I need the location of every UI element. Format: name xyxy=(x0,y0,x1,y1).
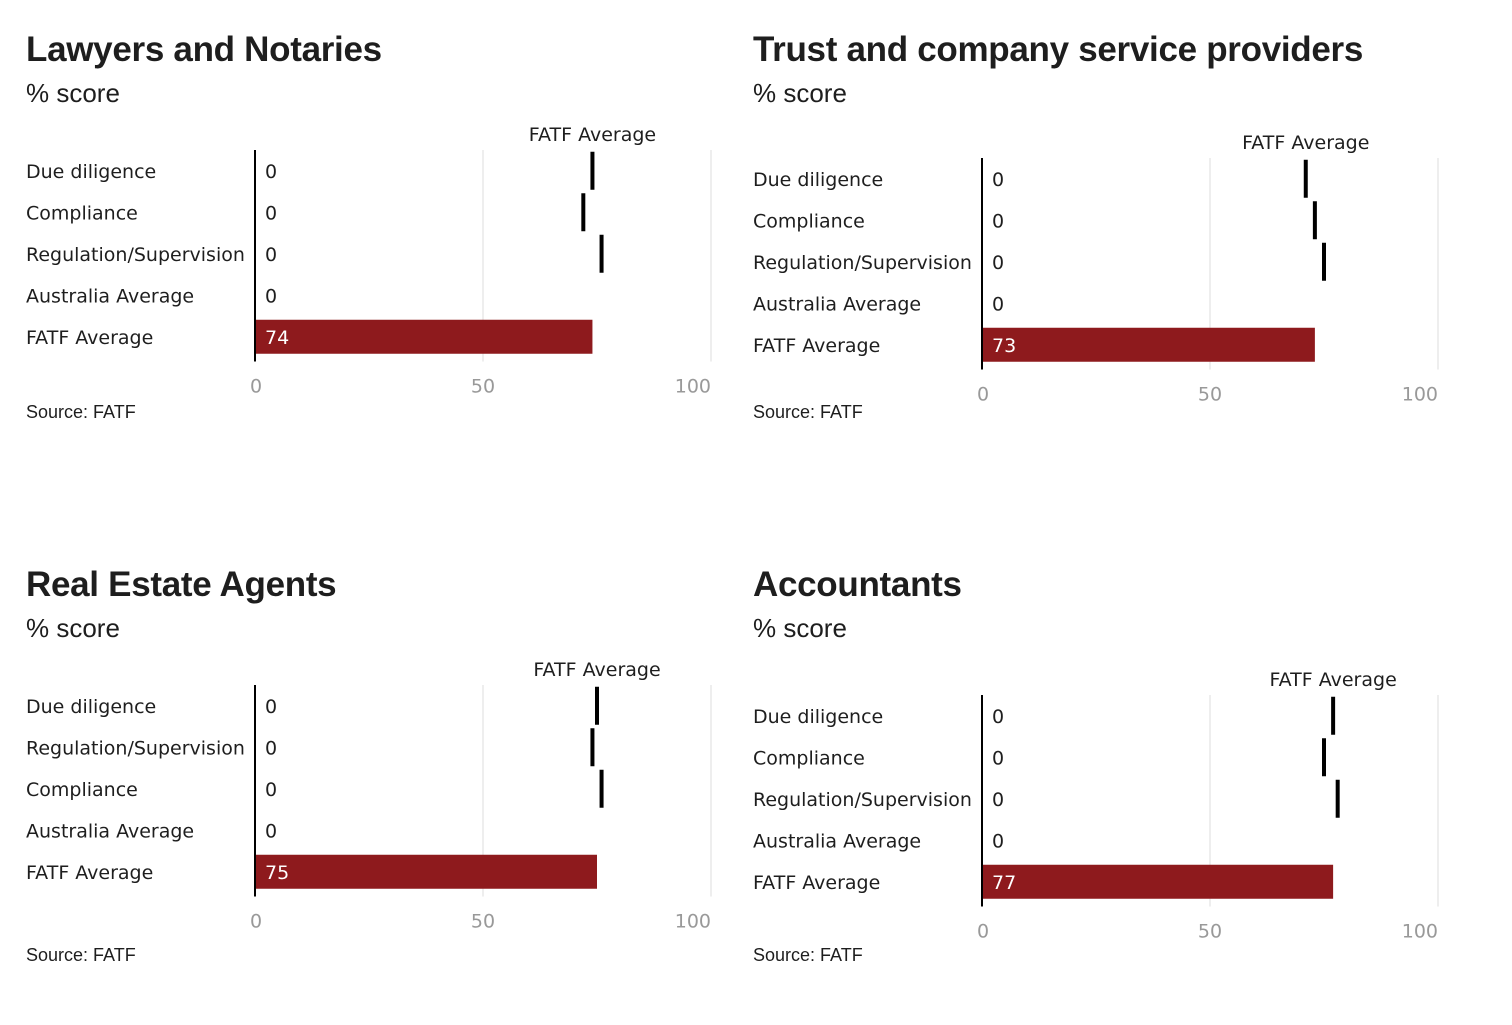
category-label: Regulation/Supervision xyxy=(753,789,972,811)
data-label: 0 xyxy=(265,779,277,801)
data-label: 0 xyxy=(992,706,1004,728)
chart-source: Source: FATF xyxy=(26,402,136,422)
data-label: 0 xyxy=(992,747,1004,769)
category-label: Compliance xyxy=(26,779,138,801)
category-label: Regulation/Supervision xyxy=(753,252,972,274)
chart-source: Source: FATF xyxy=(753,402,863,422)
category-label: FATF Average xyxy=(753,335,880,357)
chart-source: Source: FATF xyxy=(26,945,136,965)
data-label: 0 xyxy=(992,830,1004,852)
category-label: Compliance xyxy=(26,202,138,224)
category-label: Regulation/Supervision xyxy=(26,737,245,759)
tick-label: 100 xyxy=(1402,384,1438,406)
data-label: 0 xyxy=(265,285,277,307)
data-label: 0 xyxy=(992,210,1004,232)
data-label: 73 xyxy=(992,335,1016,357)
data-label: 0 xyxy=(992,789,1004,811)
category-label: Compliance xyxy=(753,210,865,232)
data-label: 0 xyxy=(265,737,277,759)
category-label: Due diligence xyxy=(26,696,156,718)
data-label: 0 xyxy=(992,252,1004,274)
chart-subtitle: % score xyxy=(26,613,120,643)
chart-panel-lawyers-notaries: Lawyers and Notaries % score FATF Averag… xyxy=(26,30,746,490)
tick-label: 50 xyxy=(1198,921,1222,943)
tick-label: 0 xyxy=(250,911,262,933)
chart-panel-trust-company: Trust and company service providers % sc… xyxy=(753,30,1473,490)
chart-panel-accountants: Accountants % score FATF Average Due dili… xyxy=(753,565,1473,1025)
bar-chart: FATF Average Due diligence 0 Compliance 0 Reg… xyxy=(26,124,712,398)
category-label: FATF Average xyxy=(26,862,153,884)
category-label: FATF Average xyxy=(26,327,153,349)
category-label: Due diligence xyxy=(753,169,883,191)
chart-subtitle: % score xyxy=(753,613,847,643)
tick-label: 100 xyxy=(1402,921,1438,943)
data-label: 0 xyxy=(265,820,277,842)
tick-label: 0 xyxy=(977,921,989,943)
tick-label: 50 xyxy=(471,911,495,933)
bar-chart: FATF Average Due diligence 0 Compliance 0 Reg… xyxy=(753,669,1439,943)
data-label: 77 xyxy=(992,872,1016,894)
data-label: 0 xyxy=(265,202,277,224)
bar-chart: FATF Average Due diligence 0 Regulation/Sup… xyxy=(26,659,712,933)
chart-panel-real-estate: Real Estate Agents % score FATF Average D… xyxy=(26,565,746,1025)
data-label: 0 xyxy=(265,696,277,718)
chart-source: Source: FATF xyxy=(753,945,863,965)
tick-label: 0 xyxy=(977,384,989,406)
tick-label: 50 xyxy=(1198,384,1222,406)
tick-label: 100 xyxy=(675,911,711,933)
reference-line-label: FATF Average xyxy=(529,124,656,146)
category-label: Australia Average xyxy=(753,293,921,315)
category-label: Compliance xyxy=(753,747,865,769)
bar xyxy=(982,864,1334,899)
category-label: Regulation/Supervision xyxy=(26,244,245,266)
bar xyxy=(255,854,597,889)
tick-label: 0 xyxy=(250,376,262,398)
chart-title: Trust and company service providers xyxy=(753,30,1364,69)
data-label: 0 xyxy=(265,244,277,266)
bar xyxy=(982,327,1315,362)
category-label: Due diligence xyxy=(26,161,156,183)
chart-title: Real Estate Agents xyxy=(26,565,337,604)
category-label: Australia Average xyxy=(753,830,921,852)
chart-title: Lawyers and Notaries xyxy=(26,30,382,69)
bar xyxy=(255,319,593,354)
data-label: 0 xyxy=(992,293,1004,315)
chart-title: Accountants xyxy=(753,565,962,604)
bar-chart: FATF Average Due diligence 0 Compliance 0 Reg… xyxy=(753,132,1439,406)
data-label: 0 xyxy=(992,169,1004,191)
tick-label: 100 xyxy=(675,376,711,398)
chart-subtitle: % score xyxy=(26,78,120,108)
data-label: 74 xyxy=(265,327,289,349)
reference-line-label: FATF Average xyxy=(1269,669,1396,691)
reference-line-label: FATF Average xyxy=(1242,132,1369,154)
data-label: 0 xyxy=(265,161,277,183)
category-label: Australia Average xyxy=(26,285,194,307)
category-label: Due diligence xyxy=(753,706,883,728)
reference-line-label: FATF Average xyxy=(533,659,660,681)
category-label: Australia Average xyxy=(26,820,194,842)
tick-label: 50 xyxy=(471,376,495,398)
chart-subtitle: % score xyxy=(753,78,847,108)
data-label: 75 xyxy=(265,862,289,884)
category-label: FATF Average xyxy=(753,872,880,894)
